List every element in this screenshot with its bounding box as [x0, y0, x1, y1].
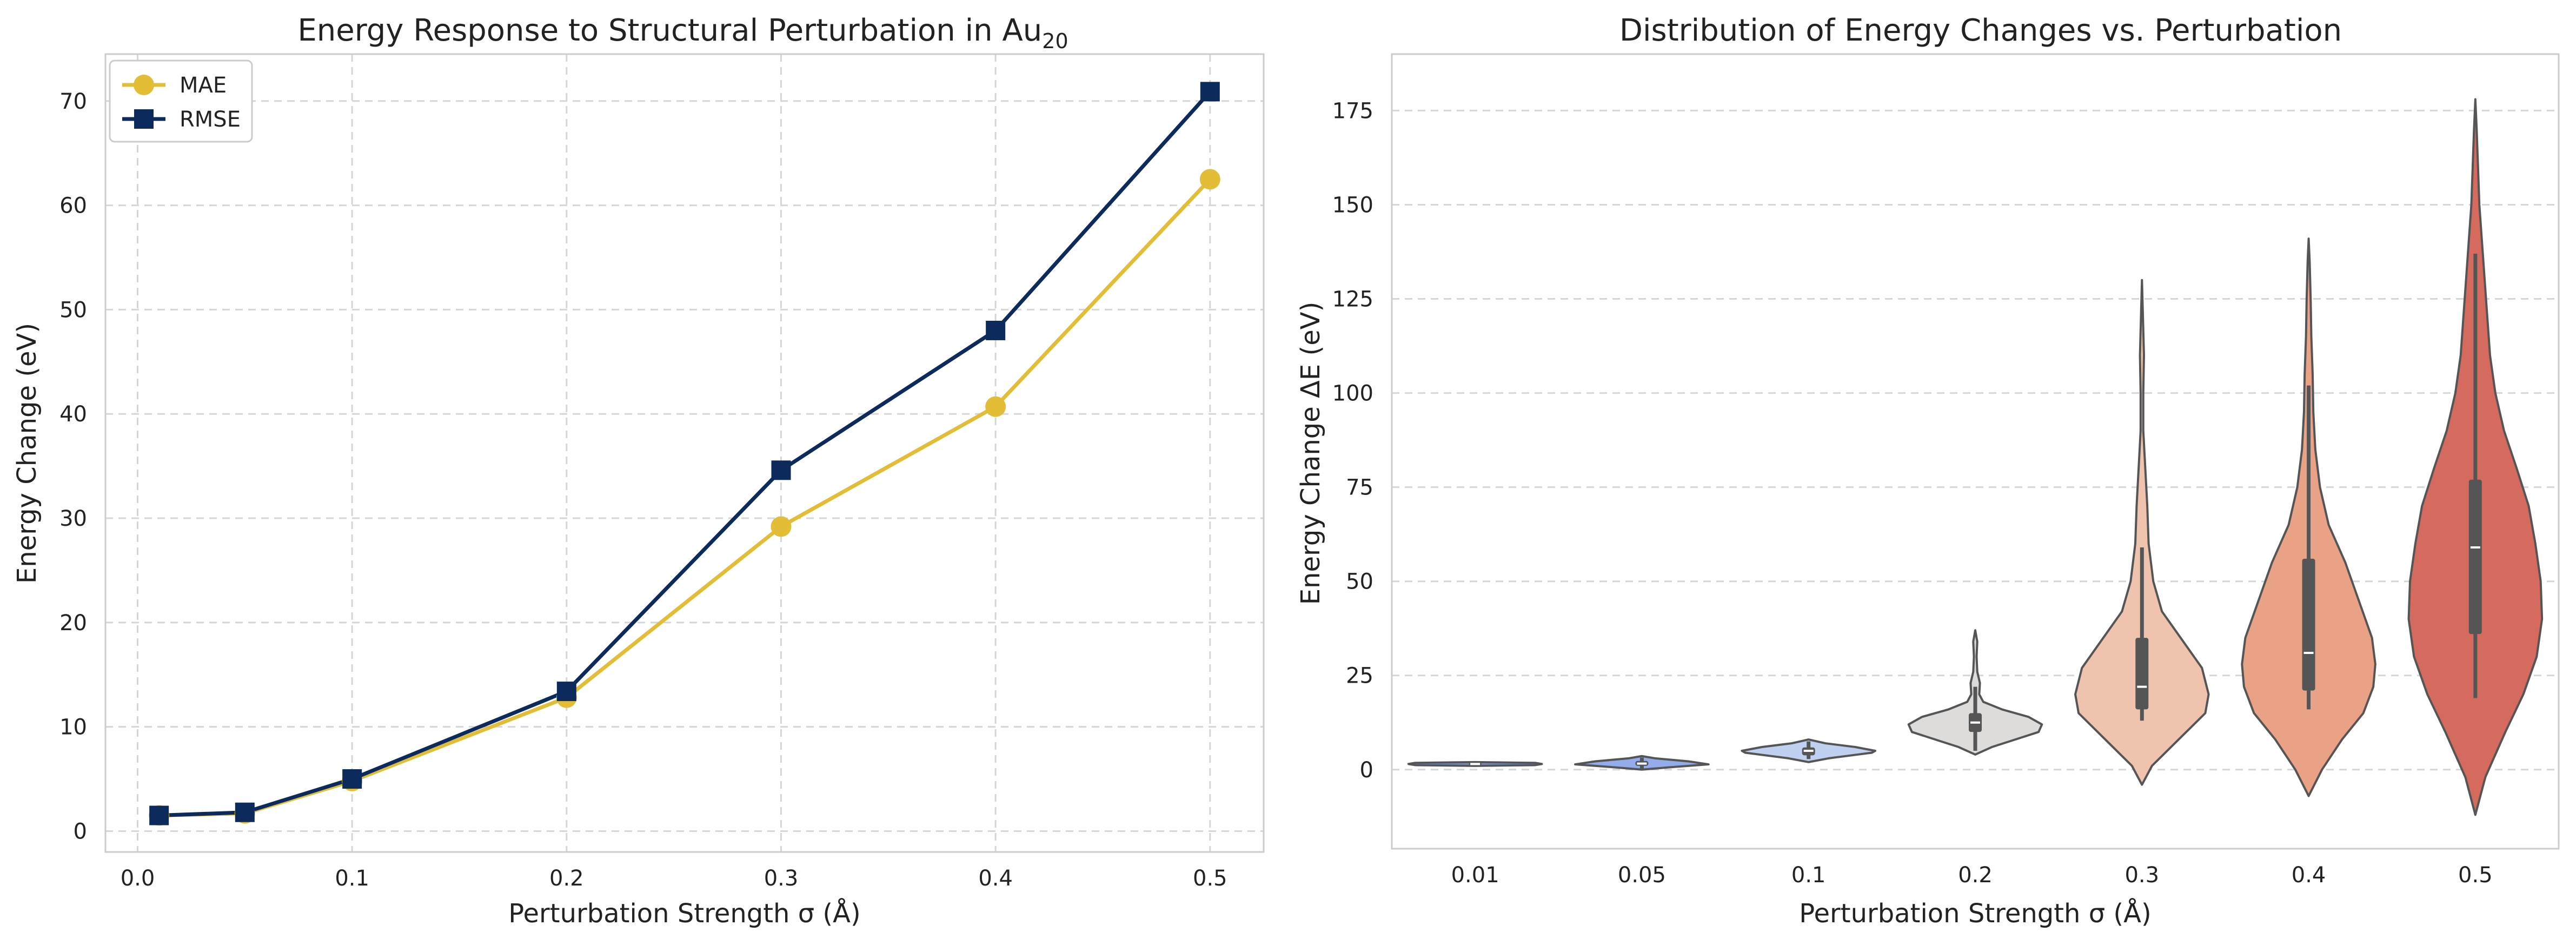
right-chart-title: Distribution of Energy Changes vs. Pertu… [1619, 13, 2342, 48]
right-y-tick-50: 50 [1346, 570, 1373, 594]
left-y-tick-60: 60 [59, 194, 87, 219]
point-MAE-0-4 [985, 396, 1006, 417]
left-series-lines [159, 90, 1212, 818]
right-x-tick-0-05: 0.05 [1618, 863, 1666, 888]
left-x-tick-0-1: 0.1 [335, 866, 369, 891]
legend-rmse-label: RMSE [180, 107, 241, 132]
point-RMSE-0-05 [235, 802, 255, 822]
legend-rmse-marker [134, 109, 154, 129]
point-MAE-0-3 [771, 516, 792, 537]
legend-mae-marker [134, 75, 154, 95]
left-x-tick-0-2: 0.2 [549, 866, 584, 891]
violin-0-3 [2074, 279, 2210, 786]
left-x-tick-0-3: 0.3 [764, 866, 799, 891]
left-y-tick-10: 10 [59, 715, 87, 740]
left-x-tick-labels: 0.0 0.1 0.2 0.3 0.4 0.5 [121, 866, 1227, 891]
left-plot-frame [104, 53, 1265, 853]
right-y-tick-100: 100 [1332, 381, 1373, 406]
left-y-tick-labels: 0 10 20 30 40 50 60 70 [59, 89, 87, 844]
right-x-tick-0-3: 0.3 [2124, 863, 2159, 888]
point-RMSE-0-3 [771, 460, 791, 480]
right-y-tick-75: 75 [1346, 475, 1373, 500]
left-series-markers [149, 82, 1220, 826]
point-RMSE-0-4 [986, 320, 1006, 340]
left-grid [105, 54, 1264, 852]
legend-mae-label: MAE [180, 73, 227, 98]
right-y-tick-25: 25 [1346, 664, 1373, 689]
left-x-tick-0-0: 0.0 [121, 866, 155, 891]
right-x-tick-0-4: 0.4 [2292, 863, 2326, 888]
left-y-tick-40: 40 [59, 402, 87, 427]
left-y-tick-50: 50 [59, 298, 87, 322]
left-x-tick-0-5: 0.5 [1193, 866, 1227, 891]
left-y-tick-30: 30 [59, 506, 87, 531]
right-plot-frame [1391, 53, 2560, 850]
right-y-tick-0: 0 [1360, 758, 1373, 783]
left-legend: MAE RMSE [109, 60, 253, 143]
left-y-tick-20: 20 [59, 611, 87, 636]
left-y-tick-0: 0 [74, 819, 87, 844]
right-y-tick-labels: 0 25 50 75 100 125 150 175 [1332, 98, 1373, 782]
left-chart-title: Energy Response to Structural Perturbati… [297, 13, 1068, 53]
left-x-tick-0-4: 0.4 [978, 866, 1013, 891]
violin-box-0-3 [2135, 638, 2149, 710]
right-y-axis-label: Energy Change ΔE (eV) [1296, 302, 1326, 605]
point-RMSE-0-01 [149, 805, 169, 825]
violin-box-0-4 [2302, 558, 2315, 691]
right-x-tick-0-1: 0.1 [1791, 863, 1826, 888]
point-RMSE-0-1 [342, 769, 362, 789]
series-line-MAE [159, 177, 1212, 818]
right-x-tick-0-01: 0.01 [1451, 863, 1499, 888]
right-x-tick-labels: 0.01 0.05 0.1 0.2 0.3 0.4 0.5 [1451, 863, 2493, 888]
right-x-axis-label: Perturbation Strength σ (Å) [1799, 898, 2151, 929]
left-x-axis-label: Perturbation Strength σ (Å) [508, 898, 860, 929]
left-y-tick-70: 70 [59, 89, 87, 114]
left-panel: Energy Response to Structural Perturbati… [12, 13, 1265, 929]
series-line-RMSE [159, 90, 1212, 818]
right-y-tick-150: 150 [1332, 193, 1373, 217]
point-RMSE-0-2 [556, 682, 576, 702]
right-panel: Distribution of Energy Changes vs. Pertu… [1296, 13, 2560, 929]
point-RMSE-0-5 [1200, 82, 1220, 102]
violin-box-0-5 [2468, 479, 2482, 635]
point-MAE-0-5 [1199, 169, 1220, 190]
right-y-tick-125: 125 [1332, 287, 1373, 312]
right-x-tick-0-2: 0.2 [1958, 863, 1993, 888]
right-violins [1407, 98, 2544, 816]
right-y-tick-175: 175 [1332, 98, 1373, 123]
left-y-axis-label: Energy Change (eV) [12, 323, 42, 584]
right-x-tick-0-5: 0.5 [2458, 863, 2493, 888]
